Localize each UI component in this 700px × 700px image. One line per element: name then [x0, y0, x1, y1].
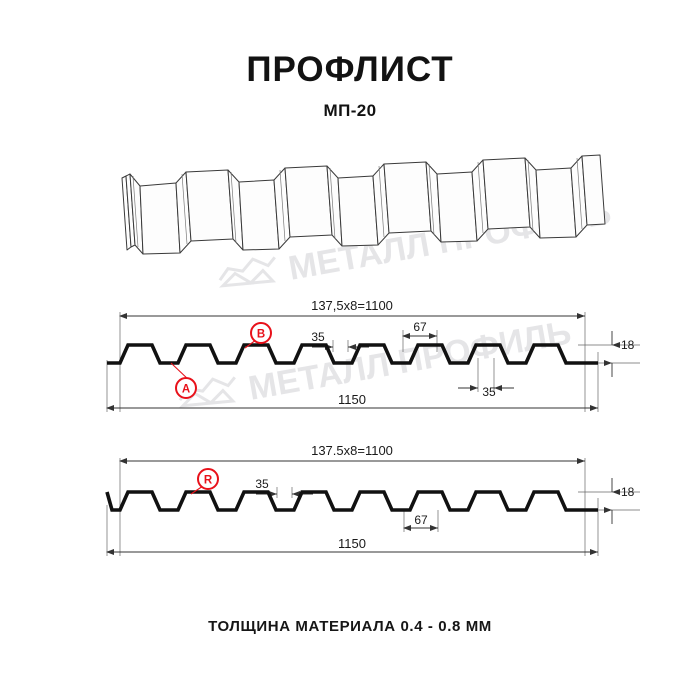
marker-a: A: [170, 362, 197, 399]
dim-step-right-1: 35: [482, 385, 496, 399]
marker-r: R: [190, 468, 219, 495]
profile-outline-1: [107, 343, 598, 365]
page-title: ПРОФЛИСТ: [246, 50, 454, 89]
page-subtitle: МП-20: [323, 101, 377, 120]
header-block: ПРОФЛИСТ МП-20: [0, 52, 700, 121]
marker-r-label: R: [204, 475, 213, 487]
iso-corrugated-sheet: [121, 154, 606, 255]
profile-outline-2: [105, 490, 598, 512]
dim-height-1: 18: [621, 338, 635, 352]
dim-bottom-span-2: 1150: [338, 536, 366, 551]
dim-height-2: 18: [621, 485, 635, 499]
material-thickness-note: ТОЛЩИНА МАТЕРИАЛА 0.4 - 0.8 ММ: [208, 618, 492, 635]
marker-a-label: A: [182, 384, 190, 396]
watermark-lower: МЕТАЛЛ ПРОФИЛЬ: [178, 314, 574, 408]
dim-top-span-2: 137.5x8=1100: [311, 443, 393, 458]
marker-b: B: [244, 322, 272, 349]
dim-top-span-1: 137,5x8=1100: [311, 298, 393, 313]
dim-bottom-span-1: 1150: [338, 392, 366, 407]
profile-section-1: 137,5x8=1100 1150 35 67 35 18: [106, 298, 640, 412]
marker-b-label: B: [257, 329, 265, 341]
profile-section-2: 137.5x8=1100 1150 35 67 18 R: [105, 443, 640, 556]
dim-rib-top-2: 67: [414, 513, 428, 527]
dim-rib-top-1: 67: [413, 320, 427, 334]
dim-step-left-2: 35: [255, 477, 269, 491]
dim-step-left-1: 35: [311, 330, 325, 344]
